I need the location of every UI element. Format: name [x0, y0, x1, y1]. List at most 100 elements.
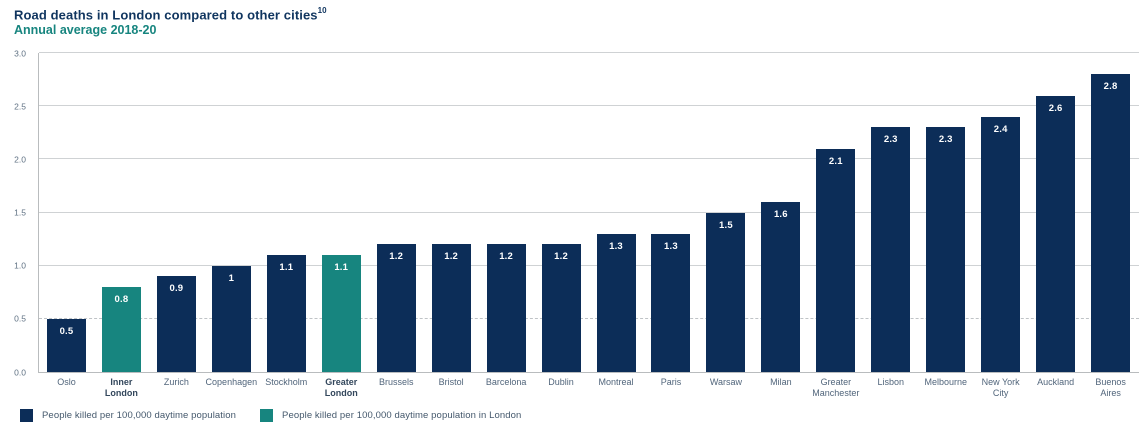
- bar-slot-warsaw: 1.5: [698, 53, 753, 372]
- gridline-2.5: [39, 105, 1139, 107]
- x-tick-label-new-york-city: New York City: [981, 377, 1020, 399]
- bar-value-label: 1.1: [334, 262, 349, 274]
- x-tick-label-stockholm: Stockholm: [265, 377, 308, 387]
- x-tick-label-auckland: Auckland: [1037, 377, 1075, 387]
- y-tick-label-2.5: 2.5: [14, 100, 26, 111]
- bar-slot-greater-manchester: 2.1: [808, 53, 863, 372]
- chart-subtitle: Annual average 2018-20: [14, 23, 157, 38]
- bar-brussels: 1.2: [376, 244, 416, 372]
- gridline-0.5: [39, 317, 1139, 319]
- bar-slot-milan: 1.6: [753, 53, 808, 372]
- chart-title-text: Road deaths in London compared to other …: [14, 7, 318, 23]
- bar-value-label: 1.2: [389, 251, 404, 263]
- bar-slot-inner-london: 0.8: [94, 53, 149, 372]
- bar-slot-montreal: 1.3: [589, 53, 644, 372]
- x-tick-label-greater-manchester: Greater Manchester: [812, 377, 860, 399]
- bar-auckland: 2.6: [1036, 95, 1076, 372]
- x-axis-labels: Oslo Inner London Zurich Copenhagen Stockhol…: [39, 377, 1138, 400]
- bar-slot-buenos-aires: 2.8: [1083, 53, 1138, 372]
- y-tick-label-2.0: 2.0: [14, 154, 26, 165]
- bar-slot-barcelona: 1.2: [479, 53, 534, 372]
- y-tick-label-3.0: 3.0: [14, 47, 26, 58]
- bar-value-label: 1.6: [773, 208, 788, 220]
- bar-slot-oslo: 0.5: [39, 53, 94, 372]
- x-tick-label-greater-london: Greater London: [324, 377, 358, 399]
- bar-paris: 1.3: [651, 233, 691, 372]
- bar-value-label: 2.3: [938, 134, 953, 146]
- x-tick-label-zurich: Zurich: [163, 377, 189, 387]
- legend-swatch: [260, 409, 274, 422]
- gridline-3.0: [39, 52, 1139, 53]
- bar-slot-brussels: 1.2: [369, 53, 424, 372]
- bar-dublin: 1.2: [541, 244, 581, 372]
- x-tick-label-lisbon: Lisbon: [877, 377, 905, 387]
- bar-slot-stockholm: 1.1: [259, 53, 314, 372]
- bar-value-label: 0.5: [59, 325, 74, 337]
- bar-value-label: 2.3: [883, 134, 898, 146]
- legend-label: People killed per 100,000 daytime popula…: [42, 410, 237, 421]
- x-tick-label-montreal: Montreal: [598, 377, 634, 387]
- x-tick-label-oslo: Oslo: [57, 377, 76, 387]
- bar-slot-zurich: 0.9: [149, 53, 204, 372]
- bar-copenhagen: 1: [211, 265, 251, 372]
- bars: 0.5 0.8 0.9 1 1.1 1.1 1.2 1.2 1.2 1.2 1.3 1.3 1.5 1.6…: [39, 53, 1138, 372]
- footnote-marker: 10: [317, 6, 327, 15]
- y-tick-label-0.5: 0.5: [14, 313, 26, 324]
- bar-value-label: 1.2: [554, 251, 568, 263]
- bar-value-label: 0.8: [114, 293, 129, 305]
- y-axis-labels: 0.0 0.5 1.0 1.5 2.0 2.5 3.0: [0, 49, 32, 376]
- x-tick-label-buenos-aires: Buenos Aires: [1095, 377, 1126, 399]
- bar-greater-manchester: 2.1: [816, 148, 856, 372]
- bar-slot-new-york-city: 2.4: [973, 53, 1028, 372]
- bar-value-label: 1.3: [664, 240, 678, 252]
- x-tick-label-brussels: Brussels: [378, 377, 414, 387]
- bar-value-label: 1: [228, 272, 235, 284]
- bar-value-label: 1.1: [279, 262, 294, 274]
- bar-slot-paris: 1.3: [643, 53, 698, 372]
- legend: People killed per 100,000 daytime popula…: [20, 409, 545, 422]
- x-tick-label-barcelona: Barcelona: [485, 377, 527, 387]
- bar-slot-dublin: 1.2: [534, 53, 589, 372]
- bar-greater-london: 1.1: [321, 255, 361, 372]
- chart-title: Road deaths in London compared to other …: [14, 6, 327, 23]
- bar-warsaw: 1.5: [706, 212, 746, 372]
- x-tick-label-copenhagen: Copenhagen: [205, 377, 258, 387]
- x-tick-label-melbourne: Melbourne: [924, 377, 967, 387]
- bar-buenos-aires: 2.8: [1091, 74, 1131, 372]
- y-tick-label-0.0: 0.0: [14, 366, 26, 377]
- legend-item-2: People killed per 100,000 daytime popula…: [260, 409, 521, 422]
- bar-value-label: 1.2: [499, 251, 513, 263]
- x-tick-label-paris: Paris: [660, 377, 682, 387]
- x-tick-label-dublin: Dublin: [548, 377, 574, 387]
- bar-new-york-city: 2.4: [981, 116, 1021, 372]
- legend-swatch: [20, 409, 33, 422]
- bar-value-label: 1.5: [719, 219, 733, 231]
- chart-header: Road deaths in London compared to other …: [14, 6, 327, 38]
- y-tick-label-1.5: 1.5: [14, 207, 26, 218]
- bar-slot-melbourne: 2.3: [918, 53, 973, 372]
- bar-bristol: 1.2: [431, 244, 471, 372]
- bar-slot-bristol: 1.2: [424, 53, 479, 372]
- bar-montreal: 1.3: [596, 233, 636, 372]
- bar-value-label: 2.6: [1048, 102, 1063, 114]
- legend-item-1: People killed per 100,000 daytime popula…: [20, 409, 236, 422]
- gridline-2.0: [39, 158, 1139, 160]
- bar-barcelona: 1.2: [486, 244, 526, 372]
- x-tick-label-inner-london: Inner London: [104, 377, 138, 399]
- bar-oslo: 0.5: [46, 318, 86, 372]
- plot-area: [38, 52, 1139, 373]
- bar-value-label: 2.4: [993, 123, 1008, 135]
- bar-milan: 1.6: [761, 201, 801, 372]
- bar-slot-greater-london: 1.1: [314, 53, 369, 372]
- bar-value-label: 1.2: [444, 251, 459, 263]
- bar-stockholm: 1.1: [266, 255, 306, 372]
- gridline-1.5: [39, 211, 1139, 213]
- y-tick-label-1.0: 1.0: [14, 260, 26, 271]
- bar-zurich: 0.9: [156, 276, 196, 372]
- x-tick-label-bristol: Bristol: [438, 377, 464, 387]
- bar-value-label: 2.1: [828, 155, 843, 167]
- bar-value-label: 2.8: [1103, 81, 1118, 93]
- legend-label: People killed per 100,000 daytime popula…: [282, 410, 522, 421]
- x-tick-label-warsaw: Warsaw: [709, 377, 742, 387]
